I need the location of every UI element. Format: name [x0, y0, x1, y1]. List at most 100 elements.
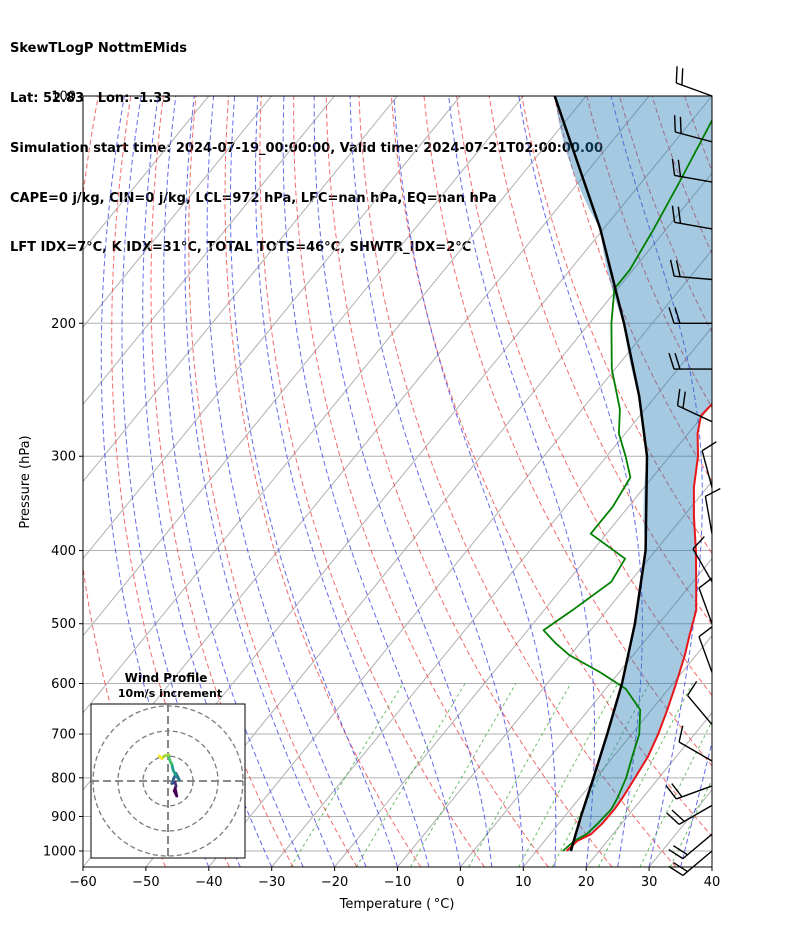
y-axis-label: Pressure (hPa)	[18, 435, 33, 528]
wind-barb	[671, 158, 713, 183]
barb-flag	[678, 725, 684, 743]
parcel-line	[553, 96, 649, 852]
barb-staff	[698, 587, 713, 624]
barb-flag	[673, 115, 676, 133]
y-tick-label: 900	[51, 810, 76, 825]
wind-barb	[671, 205, 713, 230]
isotherm-line	[334, 403, 712, 867]
chart-header: SkewTLogP NottmEMids Lat: 52.83 Lon: -1.…	[10, 8, 603, 274]
dry-adiabat	[782, 96, 794, 867]
barb-flag	[674, 352, 681, 370]
barb-staff	[678, 804, 713, 825]
barb-flag	[692, 536, 705, 550]
dry-adiabat	[488, 96, 712, 626]
barb-staff	[674, 174, 713, 183]
x-tick-label: 30	[641, 875, 658, 890]
wind-barb	[668, 352, 712, 370]
moist-adiabat	[711, 865, 712, 867]
wind-barbs	[665, 66, 721, 877]
barb-staff	[676, 785, 713, 800]
wind-barb	[668, 833, 713, 860]
wind-barb	[701, 441, 717, 488]
isotherm-line	[83, 96, 461, 560]
y-tick-label: 600	[51, 677, 76, 692]
moist-adiabat	[184, 96, 336, 867]
x-axis-ticks: −60 −50 −40 −30 −20 −10 0 10 20 30 40	[69, 867, 720, 890]
indices-line-2: LFT IDX=7°C, K IDX=31°C, TOTAL TOTS=46°C…	[10, 240, 472, 256]
y-tick-label: 500	[51, 617, 76, 632]
y-tick-label: 200	[51, 317, 76, 332]
dry-adiabat	[423, 96, 712, 767]
isotherm-line	[522, 634, 712, 867]
barb-flag	[674, 307, 681, 324]
dry-adiabat	[325, 96, 613, 867]
barb-flag	[682, 391, 686, 409]
dry-adiabat	[150, 96, 294, 867]
barb-staff	[675, 131, 713, 143]
hodograph-trace	[157, 754, 162, 759]
y-tick-label: 400	[51, 544, 76, 559]
barb-flag	[676, 388, 681, 406]
barb-flag	[669, 259, 675, 277]
y-tick-label: 1000	[43, 845, 76, 860]
x-axis-label: Temperature ( °C)	[339, 897, 455, 912]
isotherm-line	[460, 557, 712, 867]
wind-barb	[704, 487, 721, 534]
hodograph-subtitle: 10m/s increment	[118, 687, 222, 700]
barb-staff	[698, 636, 713, 673]
mixing-ratio-line	[669, 778, 712, 867]
y-tick-label: 800	[51, 771, 76, 786]
dry-adiabat	[750, 96, 794, 867]
x-tick-label: 20	[578, 875, 595, 890]
x-tick-label: 10	[515, 875, 532, 890]
temperature-line	[565, 402, 712, 852]
isotherm-line	[83, 96, 272, 329]
barb-flag	[686, 680, 698, 696]
x-tick-label: −10	[384, 875, 411, 890]
moist-adiabat	[282, 96, 461, 867]
moist-adiabat	[518, 96, 643, 867]
barb-flag	[698, 577, 713, 589]
barb-flag	[668, 352, 675, 370]
x-tick-label: −60	[69, 875, 96, 890]
profile-lines	[542, 96, 712, 852]
mixing-ratio-lines	[290, 683, 712, 867]
y-tick-label: 700	[51, 728, 76, 743]
isotherm-line	[83, 96, 335, 406]
mixing-ratio-line	[597, 683, 693, 867]
wind-barb	[692, 536, 713, 583]
moist-adiabat	[744, 96, 794, 867]
barb-staff	[701, 450, 713, 488]
wind-barb	[686, 680, 713, 725]
moist-adiabat	[313, 96, 493, 867]
barb-flag	[698, 625, 713, 638]
y-axis-ticks: 100 200 300 400 500 600 700 800 900 1000	[43, 90, 83, 860]
barb-flag	[675, 66, 678, 84]
moist-adiabat	[393, 96, 557, 867]
barb-staff	[704, 496, 713, 534]
barb-staff	[682, 850, 713, 876]
isotherm-line	[83, 96, 398, 483]
barb-flag	[671, 158, 676, 176]
hodograph-title: Wind Profile	[125, 671, 208, 685]
x-tick-label: 0	[456, 875, 464, 890]
barb-staff	[682, 833, 713, 860]
y-tick-label: 300	[51, 450, 76, 465]
moist-adiabat	[349, 96, 524, 867]
x-tick-label: 40	[704, 875, 721, 890]
barb-flag	[705, 487, 721, 497]
dry-adiabat	[390, 96, 712, 838]
barb-staff	[674, 221, 713, 230]
y-tick-label: 100	[51, 90, 76, 105]
dry-adiabat	[717, 96, 794, 867]
mixing-ratio-line	[551, 683, 650, 867]
wind-barb	[698, 577, 713, 624]
mixing-ratio-line	[409, 683, 517, 867]
chart-title: SkewTLogP NottmEMids	[10, 41, 188, 57]
shaded-area	[554, 96, 712, 851]
moist-adiabat	[255, 96, 430, 867]
location-line: Lat: 52.83 Lon: -1.33	[10, 90, 172, 106]
moist-adiabat	[163, 96, 304, 867]
moist-adiabats	[100, 96, 794, 867]
hodograph-inset: Wind Profile 10m/s increment	[90, 671, 246, 859]
